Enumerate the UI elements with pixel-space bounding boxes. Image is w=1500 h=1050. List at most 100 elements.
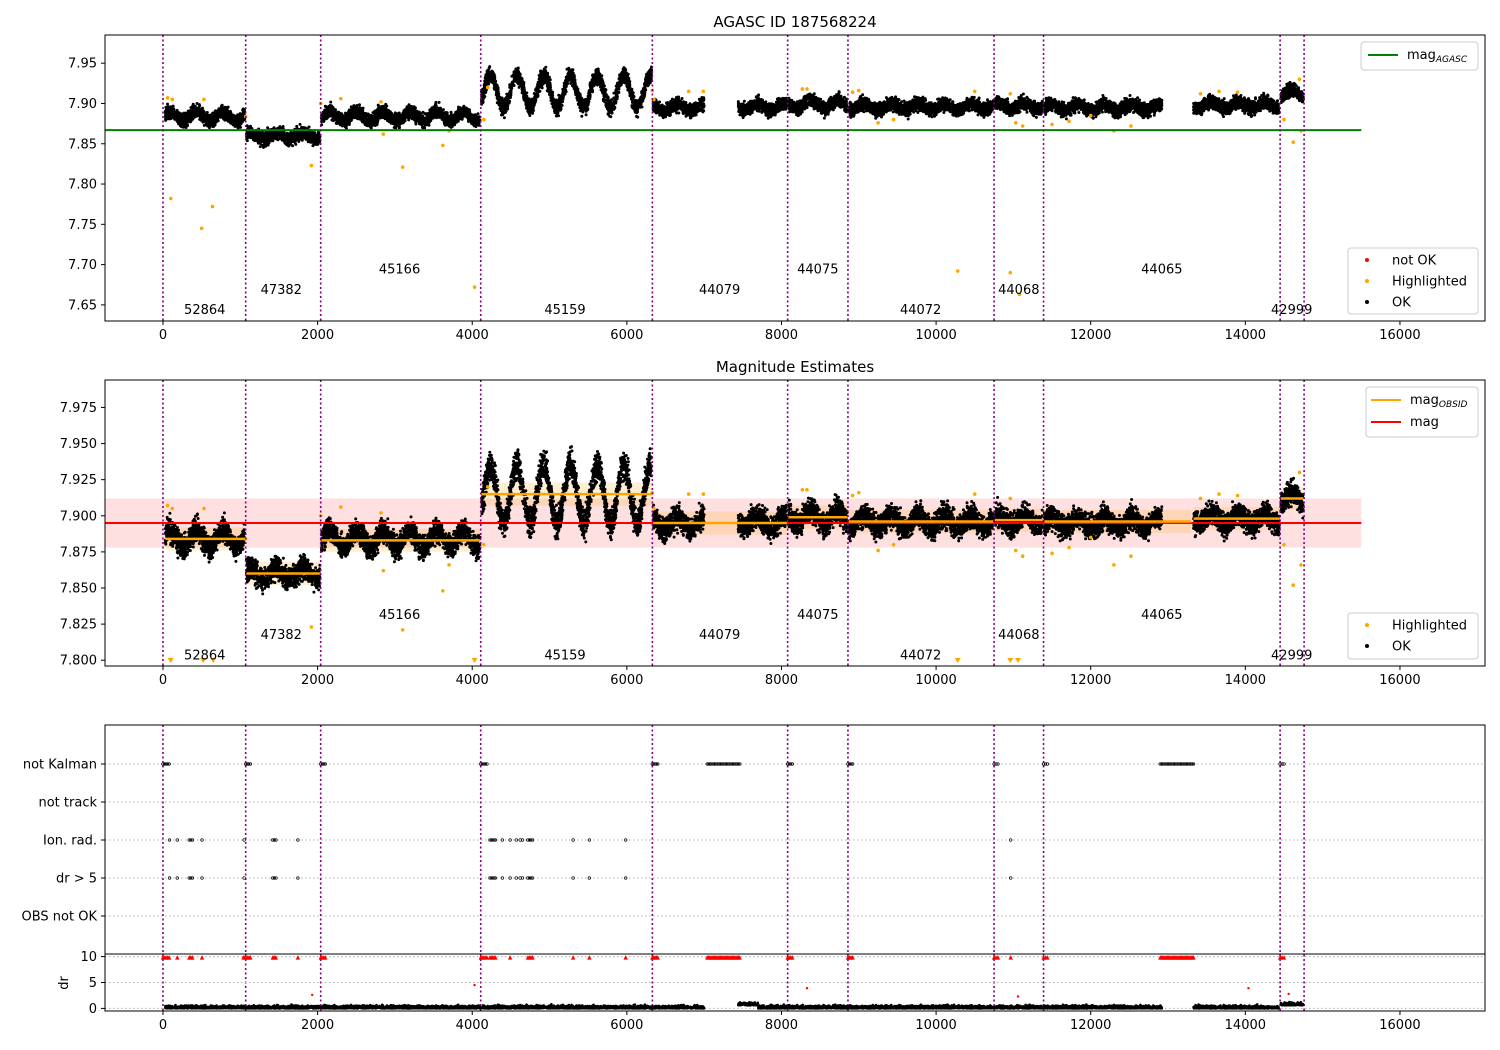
flag-point xyxy=(500,876,505,880)
flag-point xyxy=(1191,762,1196,766)
dr-clipped-marker xyxy=(484,955,490,960)
highlighted-point xyxy=(1017,292,1022,297)
highlighted-point xyxy=(1291,140,1296,144)
dr-clipped-marker xyxy=(850,955,855,960)
obsid-label: 47382 xyxy=(261,283,302,298)
highlighted-point xyxy=(441,589,445,593)
legend-label: Highlighted xyxy=(1392,619,1467,634)
y-tick-label: 7.825 xyxy=(60,618,97,633)
highlighted-point xyxy=(856,88,861,93)
legend-box xyxy=(1347,247,1479,315)
y-tick-label: 7.900 xyxy=(60,509,97,524)
flag-row-label: dr > 5 xyxy=(56,872,97,887)
flag-point xyxy=(514,876,518,880)
dr-clipped-marker xyxy=(1281,955,1287,960)
highlighted-point xyxy=(850,493,855,498)
out-of-range-marker xyxy=(1015,658,1022,663)
highlighted-point xyxy=(805,487,809,492)
legend-marker xyxy=(1365,258,1369,262)
flag-point xyxy=(271,876,275,880)
flag-point xyxy=(787,762,791,766)
highlighted-point xyxy=(856,490,861,495)
flag-point xyxy=(526,838,530,842)
x-tick-label: 10000 xyxy=(915,673,956,688)
highlighted-point xyxy=(972,492,977,496)
flag-point xyxy=(789,762,793,766)
flag-point xyxy=(492,876,496,880)
flag-point xyxy=(493,876,498,880)
highlighted-point xyxy=(876,121,880,125)
flag-point xyxy=(165,762,170,766)
flag-point xyxy=(530,876,535,880)
obsid-label: 52864 xyxy=(184,303,225,318)
flag-point xyxy=(271,838,275,842)
highlighted-point xyxy=(472,285,477,289)
obsid-label: 44079 xyxy=(699,283,740,298)
highlighted-point xyxy=(381,132,386,136)
flag-point xyxy=(529,838,533,842)
highlighted-point xyxy=(1008,270,1013,275)
highlighted-point xyxy=(1297,470,1302,475)
x-tick-label: 4000 xyxy=(456,328,489,343)
x-tick-label: 16000 xyxy=(1379,673,1420,688)
dr-clipped-marker xyxy=(166,955,172,960)
x-tick-label: 12000 xyxy=(1070,673,1111,688)
highlighted-point xyxy=(482,542,486,547)
flag-point xyxy=(1282,762,1286,766)
obsid-label: 44065 xyxy=(1141,608,1182,623)
highlighted-point xyxy=(1088,535,1093,540)
flag-point xyxy=(167,838,172,842)
y-tick-label: 7.85 xyxy=(68,137,97,152)
x-tick-label: 8000 xyxy=(765,1018,798,1033)
ok-points xyxy=(163,65,1305,149)
flag-point xyxy=(200,838,204,842)
flag-point xyxy=(571,838,575,842)
dr-clipped-marker xyxy=(995,955,1001,960)
y-tick-label: 7.70 xyxy=(68,258,97,273)
flag-point xyxy=(520,876,525,880)
highlighted-point xyxy=(309,163,314,168)
dr-outlier-point xyxy=(1247,987,1250,990)
flag-row-label: not Kalman xyxy=(23,758,97,773)
flag-point xyxy=(1190,762,1195,766)
chart-2-title: Magnitude Estimates xyxy=(716,358,874,376)
dr-clipped-marker xyxy=(199,955,205,960)
highlighted-point xyxy=(338,96,343,101)
flag-point xyxy=(245,762,249,766)
highlighted-point xyxy=(1013,548,1018,553)
obsid-label: 44075 xyxy=(797,608,838,623)
flag-point xyxy=(571,876,575,880)
legend-label: OK xyxy=(1392,640,1411,655)
flag-row-label: Ion. rad. xyxy=(43,834,97,849)
dr-clipped-marker xyxy=(737,955,742,960)
flag-point xyxy=(849,762,853,766)
y-tick-label: 7.75 xyxy=(68,218,97,233)
plot-frame xyxy=(104,379,1486,667)
y-tick-label: 10 xyxy=(80,950,97,965)
legend-label: not OK xyxy=(1392,254,1437,269)
flag-point xyxy=(322,762,326,766)
highlighted-point xyxy=(686,492,691,496)
x-tick-label: 6000 xyxy=(610,328,643,343)
dr-clipped-marker xyxy=(295,955,301,960)
highlighted-point xyxy=(170,506,175,511)
x-tick-label: 4000 xyxy=(456,1018,489,1033)
flag-point xyxy=(529,876,533,880)
dr-clipped-marker xyxy=(493,955,498,960)
flag-point xyxy=(847,762,852,766)
dr-points xyxy=(164,1000,1305,1010)
highlighted-point xyxy=(1020,554,1025,559)
flag-point xyxy=(296,876,300,880)
dr-clipped-marker xyxy=(790,955,795,960)
highlighted-point xyxy=(210,204,215,209)
x-tick-label: 8000 xyxy=(765,673,798,688)
y-tick-label: 7.95 xyxy=(68,57,97,72)
highlighted-point xyxy=(379,511,383,515)
highlighted-point xyxy=(800,87,805,91)
highlighted-point xyxy=(1067,545,1071,550)
flag-point xyxy=(242,838,246,842)
flag-point xyxy=(508,838,512,842)
obsid-label: 44072 xyxy=(900,303,941,318)
x-tick-label: 6000 xyxy=(610,1018,643,1033)
